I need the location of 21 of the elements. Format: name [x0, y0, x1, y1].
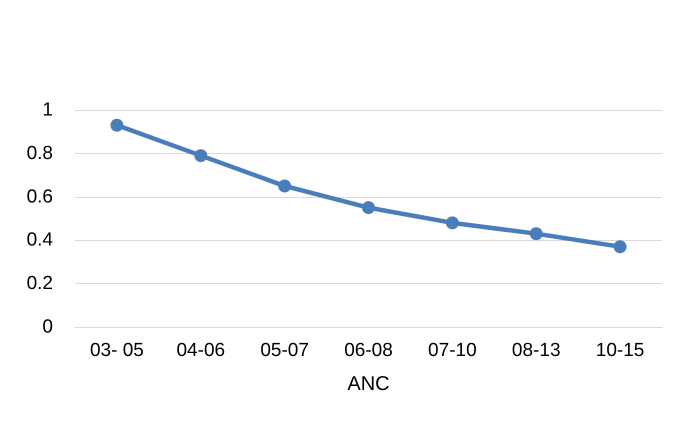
x-tick-label: 03- 05 — [90, 340, 144, 361]
x-tick-label: 06-08 — [344, 340, 393, 361]
point — [614, 240, 627, 254]
y-tick-label: 0.2 — [26, 273, 53, 294]
point — [110, 118, 124, 132]
x-tick-label: 08-13 — [512, 340, 561, 361]
point — [278, 179, 292, 192]
y-tick-label: 1 — [42, 100, 53, 120]
point — [446, 216, 459, 230]
y-tick-label: 0.4 — [26, 230, 54, 251]
x-axis-title: ANC — [347, 373, 390, 395]
x-tick-label: 05-07 — [260, 340, 309, 361]
y-tick-label: 0 — [42, 316, 53, 338]
point — [194, 149, 208, 162]
y-tick-label: 0.6 — [26, 186, 53, 208]
x-tick-label: 07-10 — [428, 340, 477, 361]
x-tick-label: 10-15 — [596, 340, 644, 361]
point — [530, 227, 543, 240]
point — [362, 201, 375, 214]
x-tick-label: 04-06 — [176, 340, 226, 361]
y-tick-label: 0.8 — [26, 142, 53, 164]
